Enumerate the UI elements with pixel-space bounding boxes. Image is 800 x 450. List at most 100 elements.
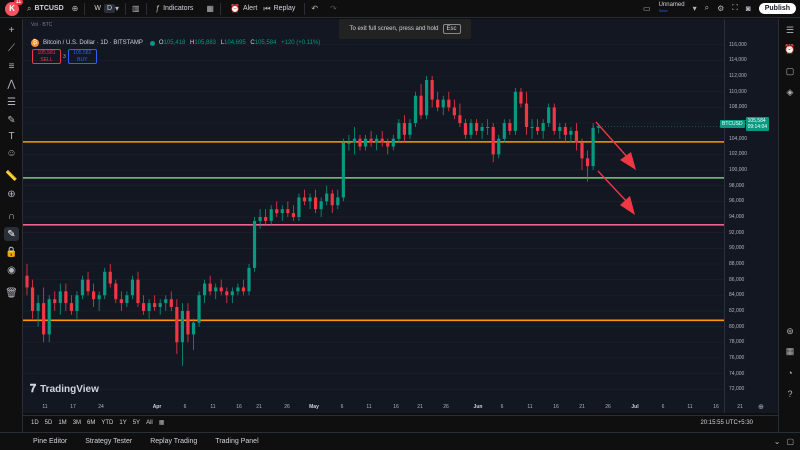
candle-body [391,138,395,147]
range-5y[interactable]: 5Y [132,419,141,426]
interval-w[interactable]: W [94,5,101,12]
candle-body [408,123,412,135]
bell-icon[interactable]: ◔ [787,368,793,378]
chat-icon[interactable]: ▢ [785,65,795,76]
price-tick-label: 98,000 [729,182,745,189]
candle-body [75,295,79,311]
alerts-clock-icon[interactable]: ⏰ [784,43,796,54]
range-all[interactable]: All [146,419,153,426]
range-1m[interactable]: 1M [58,419,67,426]
replay-icon: ⏮ [263,3,271,13]
quick-search-icon[interactable]: ⌕ [704,3,710,12]
replay-button[interactable]: ⏮ Replay [260,4,298,14]
calendar-icon[interactable]: ▦ [785,345,795,356]
candles-icon[interactable]: ▥ [132,4,140,13]
chart-pane[interactable]: Vol · BTC ₿ Bitcoin / U.S. Dollar · 1D ·… [23,19,747,413]
user-avatar[interactable]: K 11 [5,0,23,16]
buy-button[interactable]: 105,582 BUY [67,49,97,64]
brush-icon[interactable]: ✎ [7,114,16,126]
tab-pine-editor[interactable]: Pine Editor [33,438,68,445]
lock-icon[interactable]: 🔒 [5,246,18,258]
interval-d[interactable]: D [103,4,116,13]
publish-button[interactable]: Publish [758,2,796,14]
candle-body [336,197,340,206]
chevron-down-icon[interactable]: ▾ [692,3,697,13]
candlestick-chart[interactable] [23,19,747,403]
collapse-icon[interactable]: ⌄ [773,437,781,446]
help-icon[interactable]: ? [787,389,793,399]
candle-body [369,138,373,143]
time-tick-label: 11 [366,404,372,410]
sell-button[interactable]: 105,581 SELL [32,49,61,64]
layout-name[interactable]: Unnamed Save [659,2,685,14]
candle-body [108,271,112,284]
time-tick-label: 17 [70,404,76,410]
interval-dropdown-icon[interactable]: ▾ [115,4,120,13]
alert-button[interactable]: ⏰ Alert [227,4,260,13]
range-ytd[interactable]: YTD [101,419,114,426]
chart-legend: ₿ Bitcoin / U.S. Dollar · 1D · BITSTAMP … [31,39,323,47]
range-6m[interactable]: 6M [87,419,96,426]
candle-body [86,279,90,292]
candle-body [352,138,357,143]
add-symbol-icon[interactable]: ⊕ [71,4,79,13]
crosshair-icon[interactable]: + [8,24,15,36]
ruler-icon[interactable]: 📏 [5,170,18,182]
candle-body [47,299,51,335]
layout-title: Unnamed [658,2,685,8]
candle-body [530,127,534,128]
text-icon[interactable]: T [8,130,15,142]
candle-body [58,291,62,304]
range-1d[interactable]: 1D [31,419,39,426]
date-range-icon[interactable]: ▦ [158,420,165,426]
timezone-clock[interactable]: 20:15:55 UTC+5:30 [700,419,753,426]
redo-icon[interactable]: ↷ [330,4,337,13]
price-tick-label: 88,000 [729,260,745,267]
candle-body [214,287,218,292]
tradingview-watermark[interactable]: 𝟕 TradingView [30,383,99,396]
time-axis[interactable]: 11 17 24 Apr 6 11 16 21 26 May 6 11 16 21 26 Jun 6 11 16 21… [23,403,747,415]
layout-icon[interactable]: ▭ [643,3,651,13]
maximize-icon[interactable]: ▢ [786,437,794,446]
range-1y[interactable]: 1Y [119,419,127,426]
time-tick-label: 21 [737,404,743,410]
tab-strategy-tester[interactable]: Strategy Tester [85,438,133,445]
candle-body [524,103,529,127]
candle-body [130,279,135,296]
magnet-icon[interactable]: ∩ [7,210,16,222]
candle-body [119,299,123,304]
range-5d[interactable]: 5D [44,419,53,426]
time-tick-label: 16 [553,404,559,410]
eye-icon[interactable]: ◉ [7,264,16,276]
price-tick-label: 112,000 [729,73,747,80]
pitchfork-icon[interactable]: ⋀ [7,78,16,90]
symbol-search[interactable]: ⌕ BTCUSD [27,4,64,14]
time-tick-label: 6 [340,404,344,410]
time-axis-settings-icon[interactable]: ⊕ [758,404,764,411]
tab-trading-panel[interactable]: Trading Panel [215,438,259,445]
range-3m[interactable]: 3M [72,419,82,426]
trash-icon[interactable]: 🗑 [5,287,18,299]
zoom-in-icon[interactable]: ⊕ [7,188,16,200]
ideas-icon[interactable]: ⊛ [786,325,794,336]
watchlist-icon[interactable]: ☰ [785,24,795,35]
horizontal-lines-icon[interactable]: ≡ [8,60,15,72]
price-axis[interactable]: 116,000114,000112,000110,000108,000106,0… [724,19,778,413]
camera-icon[interactable]: ◙ [745,3,751,13]
right-toolbar: ☰ ⏰ ▢ ◈ ⊛ ▦ ◔ ? [778,19,800,432]
tab-replay-trading[interactable]: Replay Trading [150,438,198,445]
lock-drawing-icon[interactable]: ✎ [4,227,19,241]
separator [304,2,306,15]
candle-body [153,303,157,307]
layers-icon[interactable]: ◈ [786,86,794,97]
candle-body [358,138,362,147]
candle-body [252,220,257,268]
undo-icon[interactable]: ↶ [311,4,319,13]
fib-icon[interactable]: ☰ [7,96,16,108]
templates-icon[interactable]: ▦ [206,4,214,13]
fullscreen-icon[interactable]: ⛶ [732,3,738,12]
settings-icon[interactable]: ⚙ [717,3,725,13]
emoji-icon[interactable]: ☺ [6,147,17,159]
trend-line-icon[interactable]: ⟋ [8,42,15,54]
indicators-button[interactable]: ƒ Indicators [153,4,197,13]
